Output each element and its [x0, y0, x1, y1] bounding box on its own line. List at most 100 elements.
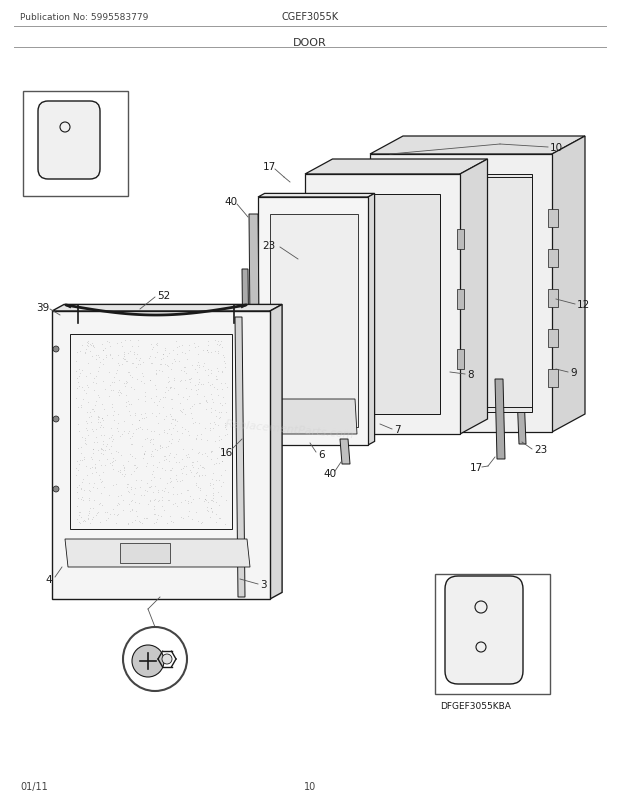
- Point: [146, 338, 156, 350]
- Point: [84, 505, 94, 518]
- Point: [129, 459, 139, 472]
- Point: [93, 506, 103, 519]
- Point: [72, 346, 82, 359]
- Point: [125, 409, 135, 422]
- Point: [97, 499, 107, 512]
- Point: [81, 387, 91, 400]
- Point: [82, 341, 92, 354]
- Point: [187, 456, 197, 468]
- Point: [174, 456, 184, 468]
- Point: [125, 504, 135, 517]
- Point: [155, 439, 165, 452]
- Point: [117, 387, 126, 400]
- Point: [203, 504, 213, 517]
- Point: [160, 450, 170, 463]
- Point: [130, 514, 140, 527]
- Point: [202, 396, 211, 409]
- Point: [105, 379, 115, 392]
- Point: [113, 508, 123, 520]
- Point: [212, 383, 222, 396]
- Point: [126, 483, 136, 496]
- Point: [174, 355, 184, 368]
- Point: [97, 412, 107, 425]
- Point: [149, 425, 159, 438]
- Point: [142, 431, 152, 444]
- Point: [113, 350, 123, 363]
- Point: [147, 342, 157, 355]
- Point: [106, 422, 116, 435]
- Point: [180, 347, 190, 360]
- Point: [120, 381, 130, 394]
- Point: [201, 394, 211, 407]
- Point: [84, 494, 94, 507]
- Point: [107, 376, 117, 389]
- Point: [215, 435, 224, 448]
- Point: [83, 337, 93, 350]
- Text: 3: 3: [260, 579, 267, 589]
- Point: [208, 492, 218, 505]
- Point: [114, 374, 124, 387]
- Point: [133, 422, 143, 435]
- Point: [115, 431, 125, 444]
- Point: [90, 458, 100, 471]
- Point: [166, 381, 175, 394]
- Point: [154, 358, 164, 371]
- Point: [85, 346, 95, 358]
- Point: [164, 375, 174, 388]
- Point: [139, 489, 149, 502]
- Point: [205, 424, 215, 437]
- Point: [219, 350, 229, 363]
- Point: [119, 415, 129, 428]
- Point: [128, 488, 138, 500]
- Polygon shape: [325, 195, 440, 415]
- Point: [84, 411, 94, 423]
- Point: [160, 344, 170, 357]
- Point: [86, 415, 96, 428]
- Point: [180, 407, 190, 420]
- Point: [113, 425, 123, 438]
- Point: [194, 362, 204, 375]
- Point: [206, 346, 216, 359]
- Point: [171, 468, 181, 481]
- Point: [203, 496, 213, 508]
- Point: [143, 498, 153, 511]
- Point: [154, 395, 164, 408]
- Point: [218, 341, 228, 354]
- Point: [167, 402, 177, 415]
- Point: [86, 407, 95, 419]
- Point: [128, 427, 138, 439]
- Point: [98, 444, 108, 456]
- Point: [83, 381, 93, 394]
- Point: [194, 359, 204, 372]
- Point: [88, 502, 98, 515]
- Polygon shape: [120, 543, 170, 563]
- Point: [78, 515, 88, 528]
- Point: [202, 344, 212, 357]
- Point: [142, 456, 152, 469]
- Point: [74, 371, 84, 383]
- Point: [126, 381, 136, 394]
- Point: [125, 345, 135, 358]
- Point: [137, 516, 147, 529]
- Point: [194, 397, 204, 410]
- Point: [167, 358, 177, 371]
- Point: [95, 496, 105, 509]
- Point: [120, 334, 130, 347]
- Point: [172, 500, 182, 512]
- Point: [161, 391, 171, 404]
- Point: [80, 432, 90, 445]
- Point: [125, 425, 135, 438]
- Point: [158, 401, 168, 414]
- Point: [188, 460, 198, 473]
- Polygon shape: [552, 137, 585, 432]
- Point: [182, 353, 192, 366]
- Point: [148, 438, 158, 451]
- Point: [130, 409, 140, 422]
- Point: [185, 496, 195, 508]
- Point: [196, 433, 206, 446]
- Point: [86, 410, 96, 423]
- Point: [205, 417, 215, 430]
- Point: [161, 453, 171, 466]
- Point: [157, 440, 167, 453]
- Point: [77, 381, 87, 394]
